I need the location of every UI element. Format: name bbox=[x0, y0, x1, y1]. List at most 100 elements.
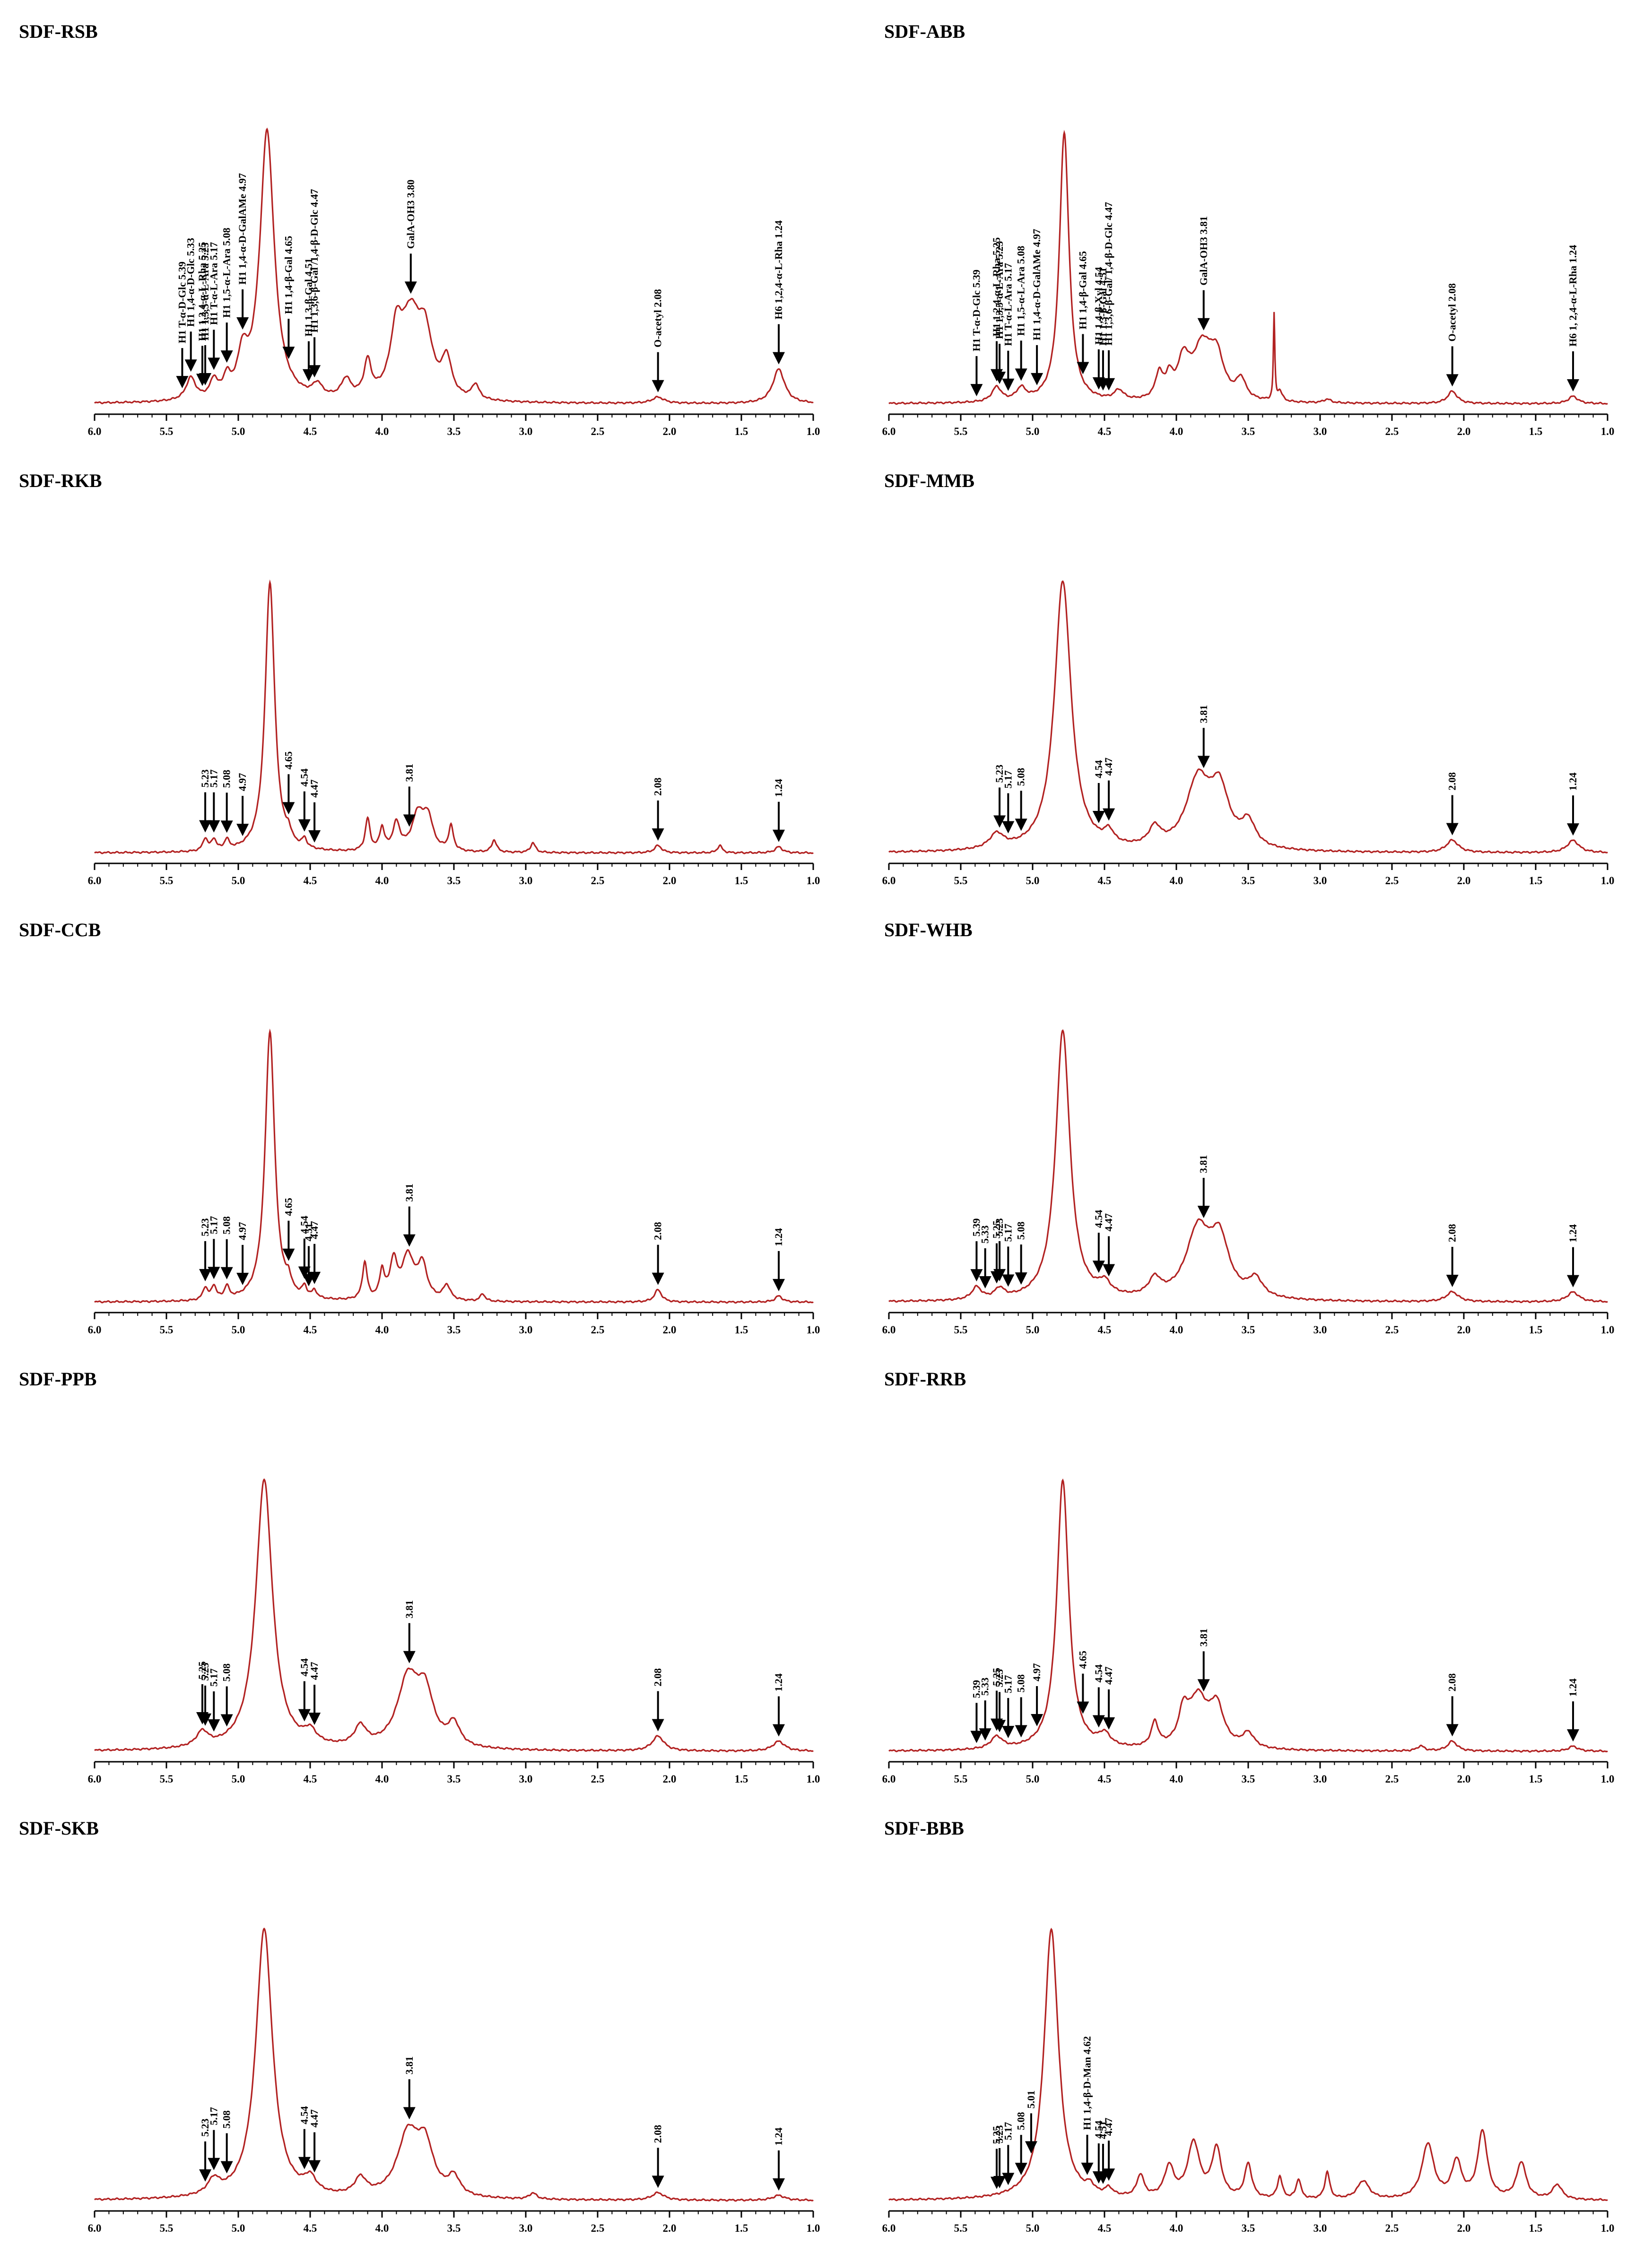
annotation-label: 4.51 bbox=[1097, 2121, 1109, 2140]
annotation-arrowhead bbox=[403, 2107, 416, 2120]
x-tick-label: 3.0 bbox=[1313, 426, 1327, 437]
annotation-label: 5.23 bbox=[993, 1218, 1005, 1236]
x-tick-label: 1.5 bbox=[735, 1324, 748, 1336]
x-tick-label: 2.0 bbox=[1457, 426, 1471, 437]
x-tick-label: 3.0 bbox=[1313, 1324, 1327, 1336]
x-tick-label: 2.5 bbox=[591, 875, 605, 887]
annotation-label: 4.54 bbox=[298, 2106, 310, 2124]
annotation-arrowhead bbox=[773, 352, 785, 365]
annotation-label: 2.08 bbox=[1446, 1224, 1458, 1242]
annotation-arrowhead bbox=[298, 1266, 311, 1279]
annotation-label: 5.08 bbox=[1015, 1222, 1027, 1240]
x-tick-label: 5.5 bbox=[954, 1324, 968, 1336]
annotation-arrowhead bbox=[1567, 1729, 1580, 1742]
spectrum-line bbox=[888, 1927, 1608, 2201]
x-tick-label: 5.5 bbox=[954, 2222, 968, 2234]
annotation-label: 3.81 bbox=[1198, 705, 1209, 723]
annotation-arrowhead bbox=[1103, 1717, 1115, 1730]
annotation-arrowhead bbox=[1446, 374, 1459, 387]
annotation-label: 5.39 bbox=[970, 1680, 982, 1698]
annotation-label: 5.08 bbox=[1015, 2112, 1027, 2131]
x-tick-label: 5.0 bbox=[1026, 2222, 1040, 2234]
annotation-label: H1 1,4-α-D-GalAMe 4.97 bbox=[236, 173, 248, 285]
annotation-arrowhead bbox=[979, 1276, 991, 1289]
annotation-label: 5.17 bbox=[1002, 1675, 1014, 1694]
annotation-arrowhead bbox=[1103, 2168, 1115, 2181]
spectrum-panel: SDF-MMB 6.0 5.5 5.0 4.5 4.0 3.5 3.0 2.5 2.0 1.5 1.0… bbox=[882, 470, 1615, 887]
spectrum-panel: SDF-ABB 6.0 5.5 5.0 4.5 4.0 3.5 3.0 2.5 2.0 1.5 1.0… bbox=[882, 21, 1615, 437]
spectrum-line bbox=[888, 580, 1608, 854]
annotation-arrowhead bbox=[1025, 2141, 1037, 2154]
annotation-arrowhead bbox=[236, 1272, 249, 1285]
annotation-arrowhead bbox=[773, 2178, 785, 2191]
annotation-arrowhead bbox=[652, 380, 664, 392]
x-tick-label: 4.5 bbox=[1098, 875, 1112, 887]
x-tick-label: 1.5 bbox=[735, 875, 748, 887]
panel-title: SDF-RSB bbox=[19, 21, 98, 42]
annotation-arrowhead bbox=[199, 1269, 212, 1281]
annotation-label: 4.65 bbox=[282, 751, 294, 770]
annotation-label: H1 1,2,4-α-L-Rha 5.25 bbox=[991, 237, 1002, 337]
annotation-label: 1.24 bbox=[1567, 1679, 1579, 1697]
annotation-arrowhead bbox=[199, 373, 212, 386]
spectrum-line bbox=[94, 127, 814, 405]
annotation-label: 4.47 bbox=[1103, 2118, 1114, 2136]
annotation-label: H1 T-α-D-Glc 5.39 bbox=[176, 261, 188, 343]
annotation-label: 4.97 bbox=[1031, 1663, 1043, 1682]
annotation-label: 1.24 bbox=[773, 1228, 784, 1246]
annotation-arrowhead bbox=[1031, 373, 1043, 385]
x-tick-label: 4.5 bbox=[304, 1324, 317, 1336]
x-tick-label: 1.0 bbox=[807, 875, 820, 887]
annotation-arrowhead bbox=[1092, 1715, 1105, 1728]
x-tick-label: 2.5 bbox=[1385, 875, 1399, 887]
x-tick-label: 4.5 bbox=[1098, 1773, 1112, 1785]
annotation-label: 3.81 bbox=[403, 2056, 415, 2075]
annotation-label: H1 T-α-L-Ara 5.17 bbox=[1002, 263, 1014, 346]
annotation-label: 5.23 bbox=[993, 2125, 1005, 2144]
x-tick-label: 5.0 bbox=[1026, 1324, 1040, 1336]
x-tick-label: 3.5 bbox=[1242, 426, 1255, 437]
annotation-arrowhead bbox=[1002, 1726, 1015, 1739]
annotation-label: 5.23 bbox=[199, 1662, 211, 1681]
x-tick-label: 5.5 bbox=[160, 1773, 174, 1785]
spectrum-panel: SDF-RRB 6.0 5.5 5.0 4.5 4.0 3.5 3.0 2.5 2.0 1.5 1.0… bbox=[882, 1368, 1615, 1785]
annotation-label: 5.17 bbox=[1002, 2122, 1014, 2141]
panel-title: SDF-PPB bbox=[19, 1368, 96, 1390]
x-tick-label: 3.0 bbox=[519, 1773, 533, 1785]
annotation-arrowhead bbox=[1031, 1714, 1043, 1727]
x-tick-label: 1.0 bbox=[1601, 2222, 1615, 2234]
x-tick-label: 3.5 bbox=[1242, 875, 1255, 887]
annotation-label: 3.81 bbox=[403, 1183, 415, 1202]
annotation-arrowhead bbox=[404, 281, 417, 294]
annotation-label: 4.47 bbox=[1103, 757, 1114, 776]
annotation-arrowhead bbox=[1015, 818, 1027, 831]
annotation-arrowhead bbox=[282, 1248, 295, 1261]
annotation-arrowhead bbox=[302, 369, 315, 382]
x-tick-label: 1.5 bbox=[1529, 1324, 1543, 1336]
annotation-arrowhead bbox=[298, 2157, 311, 2169]
annotation-label: 5.17 bbox=[1002, 770, 1014, 789]
annotation-arrowhead bbox=[308, 365, 321, 378]
panel-title: SDF-RKB bbox=[19, 470, 102, 491]
annotation-label: 5.25 bbox=[991, 1668, 1002, 1686]
annotation-arrowhead bbox=[652, 2175, 664, 2188]
annotation-label: 2.08 bbox=[1446, 1673, 1458, 1692]
annotation-arrowhead bbox=[652, 1272, 664, 1285]
annotation-label: 4.47 bbox=[1103, 1666, 1114, 1685]
annotation-label: 2.08 bbox=[652, 2125, 664, 2143]
x-tick-label: 2.0 bbox=[663, 1324, 677, 1336]
annotation-label: 5.23 bbox=[993, 1669, 1005, 1688]
x-tick-label: 1.5 bbox=[1529, 2222, 1543, 2234]
x-tick-label: 3.0 bbox=[519, 426, 533, 437]
x-tick-label: 3.5 bbox=[1242, 1773, 1255, 1785]
x-tick-label: 1.5 bbox=[735, 1773, 748, 1785]
spectrum-line bbox=[888, 1029, 1608, 1304]
x-tick-label: 3.0 bbox=[1313, 1773, 1327, 1785]
annotation-arrowhead bbox=[298, 819, 311, 832]
x-tick-label: 1.5 bbox=[1529, 426, 1543, 437]
x-tick-label: 3.0 bbox=[519, 875, 533, 887]
annotation-label: 4.54 bbox=[1093, 760, 1104, 778]
panel-title: SDF-BBB bbox=[884, 1818, 964, 1839]
annotation-label: H6 1, 2,4-α-L-Rha 1.24 bbox=[1567, 245, 1579, 347]
annotation-arrowhead bbox=[652, 1719, 664, 1732]
